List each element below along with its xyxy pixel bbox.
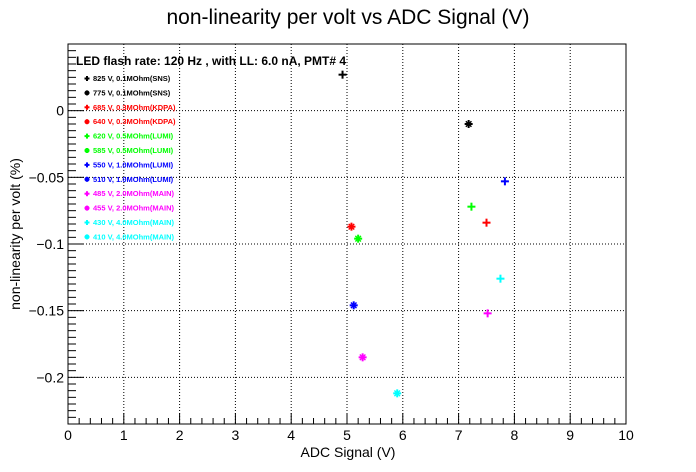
- x-tick-label: 7: [455, 427, 463, 443]
- y-axis-label: non-linearity per volt (%): [7, 158, 23, 310]
- y-tick-label: −0.15: [29, 303, 65, 319]
- legend-marker: [84, 119, 90, 125]
- legend-marker: [84, 191, 90, 197]
- legend-marker: [84, 104, 90, 110]
- legend-entry: 620 V, 0.5MOhm(LUMI): [93, 132, 174, 141]
- x-tick-label: 9: [566, 427, 574, 443]
- legend-entry: 510 V, 1.0MOhm(LUMI): [93, 175, 174, 184]
- data-point: [482, 218, 491, 227]
- x-tick-label: 5: [343, 427, 351, 443]
- legend-entry: 775 V, 0.1MOhm(SNS): [93, 88, 171, 97]
- x-tick-labels: 0 1 2 3 4 5 6 7 8 9 10: [64, 427, 634, 443]
- y-tick-label: −0.2: [36, 369, 64, 385]
- legend-entry: 410 V, 4.0MOhm(MAIN): [93, 232, 174, 241]
- chart-title: non-linearity per volt vs ADC Signal (V): [167, 6, 530, 29]
- x-tick-label: 1: [120, 427, 128, 443]
- x-tick-label: 0: [64, 427, 72, 443]
- data-point: [354, 234, 363, 243]
- data-point: [483, 309, 492, 318]
- legend-marker: [84, 234, 90, 240]
- x-tick-label: 6: [399, 427, 407, 443]
- legend-entry: 455 V, 2.0MOhm(MAIN): [93, 204, 174, 213]
- legend-marker: [84, 90, 90, 96]
- legend: LED flash rate: 120 Hz , with LL: 6.0 nA…: [76, 54, 346, 241]
- y-tick-label: −0.1: [36, 236, 64, 252]
- legend-marker: [84, 162, 90, 168]
- legend-entry: 585 V, 0.5MOhm(LUMI): [93, 146, 174, 155]
- legend-marker: [84, 133, 90, 139]
- x-tick-label: 4: [287, 427, 295, 443]
- data-point: [358, 353, 367, 362]
- y-tick-label: 0: [56, 103, 64, 119]
- data-point: [338, 70, 347, 79]
- grid: [68, 44, 626, 424]
- legend-marker: [84, 205, 90, 211]
- data-point: [393, 389, 402, 398]
- x-tick-label: 2: [176, 427, 184, 443]
- x-tick-label: 10: [618, 427, 634, 443]
- data-points: [338, 70, 509, 398]
- data-point: [496, 274, 505, 283]
- legend-marker: [84, 220, 90, 225]
- y-tick-labels: 0 −0.05 −0.1 −0.15 −0.2: [29, 103, 65, 386]
- data-point: [347, 222, 356, 231]
- legend-entry: 550 V, 1.0MOhm(LUMI): [93, 160, 174, 169]
- legend-entry: 485 V, 2.0MOhm(MAIN): [93, 189, 174, 198]
- x-tick-label: 8: [511, 427, 519, 443]
- legend-entry: 640 V, 0.3MOhm(KDPA): [93, 117, 176, 126]
- legend-entry: 430 V, 4.0MOhm(MAIN): [93, 218, 174, 227]
- legend-marker: [84, 76, 90, 81]
- data-point: [467, 202, 476, 211]
- data-point: [500, 177, 509, 186]
- legend-marker: [84, 148, 90, 153]
- data-point: [349, 301, 358, 310]
- legend-marker: [84, 176, 90, 182]
- data-point: [464, 120, 473, 128]
- x-tick-label: 3: [232, 427, 240, 443]
- y-tick-label: −0.05: [29, 169, 65, 185]
- axis-ticks: [67, 50, 627, 425]
- legend-title: LED flash rate: 120 Hz , with LL: 6.0 nA…: [76, 54, 346, 68]
- legend-entry: 825 V, 0.1MOhm(SNS): [93, 74, 171, 83]
- x-axis-label: ADC Signal (V): [301, 444, 396, 460]
- legend-entry: 685 V, 0.3MOhm(KDPA): [93, 103, 176, 112]
